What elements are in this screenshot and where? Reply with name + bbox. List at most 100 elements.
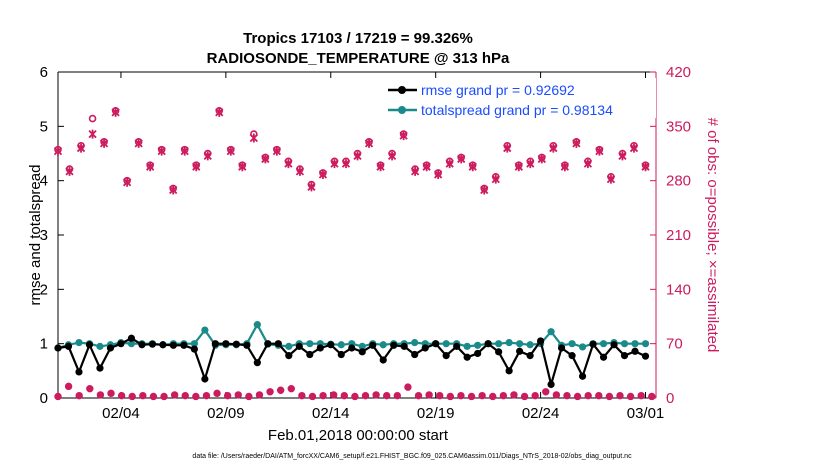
totalspread-point xyxy=(578,343,587,351)
axis-ticks: 0 1 2 3 4 5 6 0 70 140 210 280 350 420 02/04 02/09 02/14… xyxy=(40,64,691,422)
totalspread-point xyxy=(127,340,136,348)
rmse-point xyxy=(463,353,471,361)
obs-low-point xyxy=(605,392,614,401)
obs-assimilated-point xyxy=(387,151,397,161)
obs-low-point xyxy=(457,391,465,400)
rmse-point xyxy=(358,348,366,356)
obs-low-point xyxy=(223,391,232,400)
y-tick-label-right: 70 xyxy=(666,336,683,353)
rmse-point xyxy=(578,372,587,380)
data-marks xyxy=(53,107,656,401)
totalspread-point xyxy=(526,341,534,349)
obs-low-point xyxy=(372,391,380,399)
rmse-point xyxy=(306,350,314,359)
rmse-point xyxy=(138,341,146,349)
obs-low-point xyxy=(563,391,571,400)
obs-low-point xyxy=(351,392,359,401)
obs-assimilated-point xyxy=(353,151,362,161)
obs-low-point xyxy=(75,391,83,400)
totalspread-point xyxy=(201,326,209,334)
obs-assimilated-point xyxy=(445,159,454,169)
chart-subtitle: RADIOSONDE_TEMPERATURE @ 313 hPa xyxy=(207,50,510,67)
obs-assimilated-point xyxy=(318,169,328,179)
obs-assimilated-point xyxy=(618,151,627,161)
obs-assimilated-point xyxy=(629,143,639,153)
obs-low-point xyxy=(298,391,306,400)
obs-assimilated-point xyxy=(99,138,109,148)
obs-low-point xyxy=(160,392,168,401)
obs-low-point xyxy=(393,391,402,400)
totalspread-point xyxy=(190,340,198,348)
legend-spread-label: totalspread grand pr = 0.98134 xyxy=(421,102,613,118)
rmse-point xyxy=(148,340,157,348)
obs-low-point xyxy=(170,391,179,399)
legend-box xyxy=(385,78,656,118)
rmse-point xyxy=(285,352,293,360)
totalspread-point xyxy=(620,340,629,348)
rmse-point xyxy=(453,342,461,350)
obs-assimilated-point xyxy=(65,166,74,176)
rmse-point xyxy=(610,341,618,349)
rmse-point xyxy=(106,344,115,352)
obs-low-point xyxy=(520,392,529,401)
obs-low-point xyxy=(584,391,592,400)
obs-low-point xyxy=(308,392,317,401)
obs-assimilated-point xyxy=(249,133,258,143)
rmse-point xyxy=(495,348,503,356)
obs-low-point xyxy=(404,383,412,391)
x-axis-label: Feb.01,2018 00:00:00 start xyxy=(268,427,449,444)
x-tick-label: 02/14 xyxy=(312,405,350,422)
obs-low-point xyxy=(573,392,582,401)
rmse-point xyxy=(159,341,167,349)
y-tick-label-right: 140 xyxy=(666,281,691,298)
rmse-point xyxy=(211,340,219,348)
obs-assimilated-point xyxy=(122,177,132,187)
legend-spread-marker xyxy=(398,106,406,114)
totalspread-point xyxy=(599,340,608,348)
totalspread-point xyxy=(285,342,293,350)
obs-low-point xyxy=(245,392,253,401)
rmse-point xyxy=(400,342,408,350)
rmse-point xyxy=(201,375,209,383)
totalspread-point xyxy=(411,338,419,347)
obs-low-point xyxy=(266,388,274,396)
obs-low-point xyxy=(234,391,242,399)
rmse-point xyxy=(474,349,482,358)
y-tick-label: 1 xyxy=(40,336,48,353)
obs-assimilated-point xyxy=(595,146,604,156)
rmse-point xyxy=(379,356,387,364)
y-tick-label: 2 xyxy=(40,281,48,298)
y-tick-label: 0 xyxy=(40,390,48,407)
obs-low-point xyxy=(467,392,476,401)
obs-low-point xyxy=(96,391,105,399)
rmse-point xyxy=(589,340,597,348)
obs-low-point xyxy=(319,391,327,400)
rmse-point xyxy=(337,350,345,359)
obs-low-point xyxy=(436,391,444,400)
obs-assimilated-point xyxy=(526,159,535,169)
rmse-point xyxy=(117,340,125,348)
obs-low-point xyxy=(213,389,221,398)
rmse-point xyxy=(411,350,419,359)
rmse-point xyxy=(442,352,450,360)
obs-assimilated-point xyxy=(111,107,120,117)
obs-low-point xyxy=(192,392,200,401)
y-tick-label: 6 xyxy=(40,64,48,81)
rmse-point xyxy=(641,352,650,360)
totalspread-point xyxy=(358,342,366,350)
rmse-point xyxy=(54,344,62,352)
rmse-point xyxy=(96,364,104,372)
rmse-point xyxy=(127,334,136,342)
obs-low-point xyxy=(499,391,508,400)
obs-assimilated-point xyxy=(146,162,155,172)
footer-datafile: data file: /Users/raeder/DAI/ATM_forcXX/… xyxy=(192,453,632,460)
rmse-point xyxy=(516,347,524,355)
obs-low-point xyxy=(446,392,455,401)
obs-low-point xyxy=(361,391,370,400)
x-tick-label: 03/01 xyxy=(627,405,665,422)
y-tick-label-right: 420 xyxy=(666,64,691,81)
totalspread-point xyxy=(631,340,639,348)
obs-assimilated-point xyxy=(180,146,189,156)
rmse-point xyxy=(631,347,639,355)
